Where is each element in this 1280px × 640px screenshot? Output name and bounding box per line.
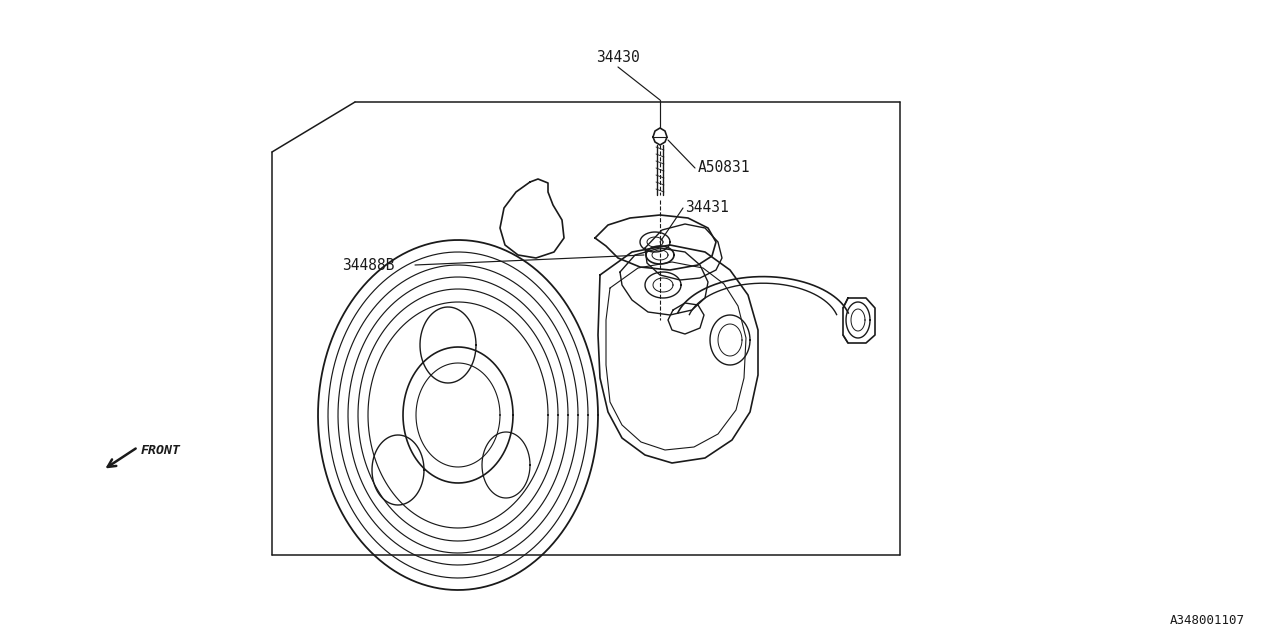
Text: A50831: A50831 <box>698 161 750 175</box>
Text: 34430: 34430 <box>596 49 640 65</box>
Text: 34431: 34431 <box>685 200 728 216</box>
Text: A348001107: A348001107 <box>1170 614 1245 627</box>
Text: 34488B: 34488B <box>342 257 394 273</box>
Text: FRONT: FRONT <box>141 444 180 457</box>
